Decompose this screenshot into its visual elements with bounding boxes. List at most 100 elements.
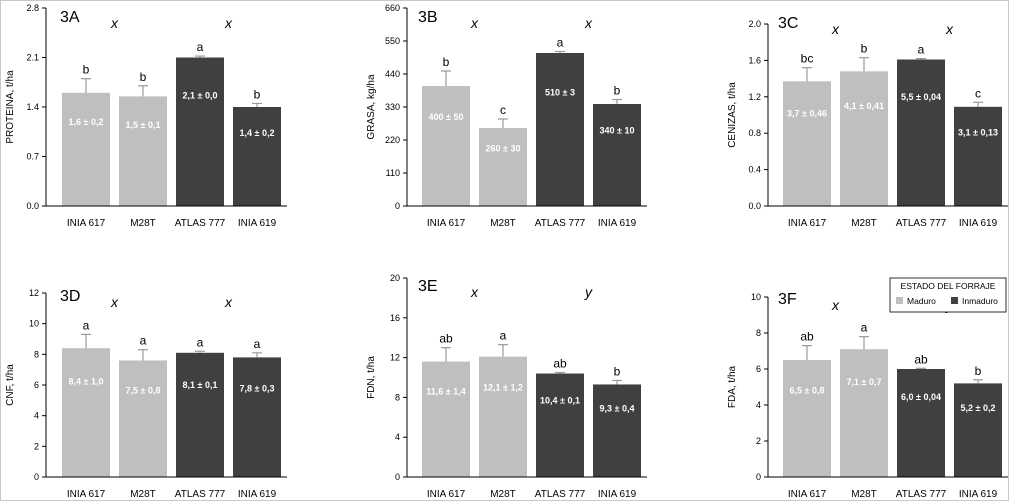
bar: [233, 107, 281, 206]
bar: [593, 384, 641, 477]
y-tick-label: 6: [756, 364, 761, 374]
y-tick-label: 8: [34, 349, 39, 359]
bar-value-label: 400 ± 50: [429, 112, 464, 122]
bar: [422, 86, 470, 206]
significance-letter: a: [861, 321, 868, 335]
y-tick-label: 440: [385, 69, 400, 79]
bar-value-label: 7,1 ± 0,7: [847, 377, 882, 387]
y-tick-label: 6: [34, 380, 39, 390]
group-letter: x: [110, 294, 119, 310]
bar: [479, 128, 527, 206]
y-tick-label: 0.4: [748, 165, 761, 175]
panel-tag: 3F: [778, 291, 797, 308]
panel-3b: 400 ± 50 b INIA 617 260 ± 30 c M28T 510 ± 3 a AT…: [366, 3, 647, 229]
x-tick-label: INIA 619: [959, 489, 998, 500]
y-tick-label: 110: [386, 168, 400, 178]
panel-tag: 3D: [60, 288, 80, 305]
panel-3d: 8,4 ± 1,0 a INIA 617 7,5 ± 0,8 a M28T 8,1 ± 0,…: [5, 288, 287, 500]
group-letter: x: [945, 21, 954, 37]
bar: [897, 369, 945, 477]
significance-letter: ab: [914, 352, 928, 366]
bar-value-label: 4,1 ± 0,41: [844, 101, 884, 111]
significance-letter: b: [140, 70, 147, 84]
x-tick-label: INIA 617: [67, 489, 106, 500]
bar: [119, 360, 167, 477]
bar: [954, 383, 1002, 477]
bar-value-label: 340 ± 10: [600, 126, 635, 136]
bar: [536, 373, 584, 477]
bar: [840, 349, 888, 477]
bar: [233, 357, 281, 477]
y-tick-label: 8: [395, 392, 400, 402]
panel-tag: 3E: [418, 278, 438, 295]
y-tick-label: 330: [385, 102, 400, 112]
x-tick-label: M28T: [130, 218, 156, 229]
significance-letter: a: [197, 335, 204, 349]
y-tick-label: 2: [34, 441, 39, 451]
y-tick-label: 0.0: [748, 201, 761, 211]
bar: [62, 92, 110, 206]
y-tick-label: 550: [385, 36, 400, 46]
group-letter: x: [470, 284, 479, 300]
x-tick-label: M28T: [130, 489, 156, 500]
y-tick-label: 0.0: [26, 201, 39, 211]
significance-letter: a: [557, 36, 564, 50]
legend-label: Maduro: [907, 296, 936, 306]
bar: [783, 360, 831, 477]
significance-letter: b: [975, 364, 982, 378]
y-tick-label: 2.8: [26, 3, 39, 13]
bar: [119, 96, 167, 206]
bar: [176, 352, 224, 477]
x-tick-label: ATLAS 777: [175, 218, 226, 229]
group-letter: x: [110, 15, 119, 31]
significance-letter: a: [197, 40, 204, 54]
x-tick-label: M28T: [851, 489, 877, 500]
bar-value-label: 7,5 ± 0,8: [126, 386, 161, 396]
bar-value-label: 7,8 ± 0,3: [240, 383, 275, 393]
bar-value-label: 8,4 ± 1,0: [69, 376, 104, 386]
x-tick-label: ATLAS 777: [175, 489, 226, 500]
significance-letter: b: [254, 87, 261, 101]
bar-value-label: 9,3 ± 0,4: [600, 404, 635, 414]
y-tick-label: 20: [390, 273, 400, 283]
y-tick-label: 660: [385, 3, 400, 13]
bar: [176, 57, 224, 206]
bar-value-label: 260 ± 30: [486, 144, 521, 154]
significance-letter: c: [975, 86, 981, 100]
bar: [422, 361, 470, 477]
bar-value-label: 11,6 ± 1,4: [426, 386, 465, 396]
x-tick-label: ATLAS 777: [896, 218, 947, 229]
legend-box: [889, 277, 1007, 313]
significance-letter: a: [918, 43, 925, 57]
y-tick-label: 0: [34, 472, 39, 482]
x-tick-label: INIA 617: [67, 218, 106, 229]
legend: ESTADO DEL FORRAJE Maduro Inmaduro: [889, 277, 1007, 313]
y-tick-label: 0: [395, 472, 400, 482]
y-axis-label: FDN, t/ha: [366, 356, 377, 399]
legend-swatch: [951, 297, 958, 304]
group-letter: y: [584, 284, 593, 300]
significance-letter: b: [83, 63, 90, 77]
significance-letter: b: [443, 55, 450, 69]
x-tick-label: INIA 617: [788, 218, 827, 229]
significance-letter: c: [500, 103, 506, 117]
y-axis-label: FDA, t/ha: [727, 365, 738, 408]
bar-value-label: 1,5 ± 0,1: [126, 120, 161, 130]
bar: [62, 348, 110, 477]
group-letter: x: [584, 15, 593, 31]
significance-letter: bc: [801, 52, 814, 66]
x-tick-label: INIA 617: [427, 489, 466, 500]
x-tick-label: INIA 619: [959, 218, 998, 229]
x-tick-label: INIA 619: [598, 218, 637, 229]
y-tick-label: 10: [751, 292, 761, 302]
bar: [954, 106, 1002, 206]
bar: [840, 71, 888, 206]
x-tick-label: ATLAS 777: [896, 489, 947, 500]
legend-label: Inmaduro: [962, 296, 998, 306]
x-tick-label: INIA 619: [238, 489, 277, 500]
significance-letter: b: [614, 364, 621, 378]
group-letter: x: [224, 294, 233, 310]
bar: [897, 59, 945, 206]
bar-value-label: 1,6 ± 0,2: [69, 117, 104, 127]
